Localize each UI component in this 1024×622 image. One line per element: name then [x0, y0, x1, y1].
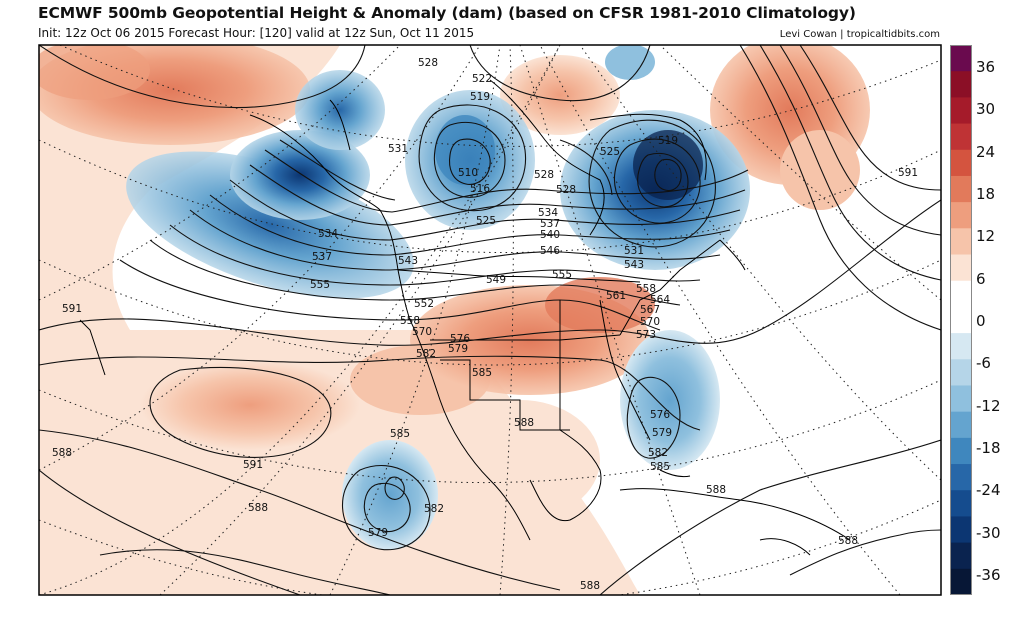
contour-label: 543 [624, 259, 644, 271]
contour-label: 585 [390, 428, 410, 440]
contour-label: 588 [706, 484, 726, 496]
contour-label: 534 [318, 228, 338, 240]
colorbar-tick-label: 36 [976, 58, 996, 76]
colorbar-swatch [950, 516, 972, 544]
colorbar-swatch [950, 123, 972, 151]
colorbar-swatch [950, 175, 972, 203]
colorbar-swatch [950, 306, 972, 334]
colorbar-tick-label: 0 [976, 312, 986, 330]
contour-label: 570 [412, 326, 432, 338]
contour-label: 564 [650, 294, 670, 306]
colorbar-swatch [950, 568, 972, 595]
contour-label: 591 [62, 303, 82, 315]
contour-label: 525 [600, 146, 620, 158]
contour-label: 588 [248, 502, 268, 514]
colorbar-tick-label: -18 [976, 439, 1001, 457]
contour-label: 510 [458, 167, 478, 179]
contour-label: 546 [540, 245, 560, 257]
contour-label: 588 [514, 417, 534, 429]
contour-label: 549 [486, 274, 506, 286]
colorbar-swatch [950, 45, 972, 72]
contour-label: 531 [388, 143, 408, 155]
contour-label: 537 [540, 218, 560, 230]
contour-label: 528 [556, 184, 576, 196]
contour-label: 555 [310, 279, 330, 291]
contour-label: 585 [472, 367, 492, 379]
lat-lon-grid [39, 45, 941, 595]
contour-label: 576 [650, 409, 670, 421]
contour-label: 519 [470, 91, 490, 103]
colorbar-swatch [950, 411, 972, 439]
map-frame [38, 44, 942, 596]
contour-label: 537 [312, 251, 332, 263]
colorbar-tick-label: 24 [976, 142, 996, 161]
colorbar-swatch [950, 71, 972, 98]
contour-label: 528 [418, 57, 438, 69]
height-contours [39, 45, 941, 595]
contour-label: 525 [476, 215, 496, 227]
contour-label: 588 [838, 535, 858, 547]
colorbar-swatch [950, 254, 972, 282]
colorbar-border [950, 45, 972, 595]
anomaly-colorbar [950, 45, 972, 595]
contour-label: 561 [606, 290, 626, 302]
contour-label: 552 [414, 298, 434, 310]
colorbar-tick-label: 6 [976, 269, 986, 288]
map-subtitle: Init: 12z Oct 06 2015 Forecast Hour: [12… [38, 26, 475, 40]
colorbar-swatch [950, 97, 972, 125]
contour-label: 570 [640, 316, 660, 328]
contour-label: 585 [650, 461, 670, 473]
contour-label: 528 [534, 169, 554, 181]
contour-label: 576 [450, 333, 470, 345]
contour-label: 582 [416, 348, 436, 360]
colorbar-swatch [950, 542, 972, 570]
contour-label: 567 [640, 304, 660, 316]
map-title: ECMWF 500mb Geopotential Height & Anomal… [38, 4, 856, 22]
author-credit: Levi Cowan | tropicaltidbits.com [779, 29, 940, 40]
colorbar-swatch [950, 464, 972, 491]
colorbar-swatch [950, 333, 972, 360]
colorbar-swatch [950, 202, 972, 229]
contour-label: 531 [624, 245, 644, 257]
contour-label: 579 [652, 427, 672, 439]
colorbar-tick-label: -30 [976, 523, 1001, 542]
contour-label: 555 [552, 269, 572, 281]
contour-label: 588 [52, 447, 72, 459]
contour-label: 591 [898, 167, 918, 179]
contour-label: 582 [648, 447, 668, 459]
contour-label: 534 [538, 207, 558, 219]
colorbar-swatch [950, 359, 972, 386]
contour-label: 558 [636, 283, 656, 295]
contour-label: 516 [470, 183, 490, 195]
colorbar-tick-label: 30 [976, 100, 996, 119]
colorbar-swatch [950, 490, 972, 517]
colorbar-tick-label: -24 [976, 481, 1001, 500]
contour-label: 522 [472, 73, 492, 85]
coastlines [79, 79, 851, 556]
colorbar-swatch [950, 228, 972, 256]
contour-labels: 528 522 519 531 528 525 519 510 516 528 … [52, 57, 918, 592]
contour-label: 579 [368, 527, 388, 539]
colorbar-tick-label: -12 [976, 396, 1001, 415]
contour-label: 558 [400, 315, 420, 327]
colorbar-swatch [950, 385, 972, 413]
contour-label: 540 [540, 229, 560, 241]
colorbar-swatch [950, 437, 972, 465]
colorbar-swatch [950, 149, 972, 177]
anomaly-shading [39, 45, 941, 595]
contour-label: 519 [658, 135, 678, 147]
contour-label: 543 [398, 255, 418, 267]
contour-label: 591 [243, 459, 263, 471]
colorbar-tick-label: 12 [976, 227, 996, 246]
contour-label: 579 [448, 343, 468, 355]
colorbar-tick-label: -6 [976, 354, 991, 373]
contour-label: 588 [580, 580, 600, 592]
colorbar-swatch [950, 280, 972, 308]
colorbar-tick-label: 18 [976, 185, 996, 203]
contour-label: 573 [636, 329, 656, 341]
colorbar-tick-label: -36 [976, 566, 1001, 584]
contour-label: 582 [424, 503, 444, 515]
